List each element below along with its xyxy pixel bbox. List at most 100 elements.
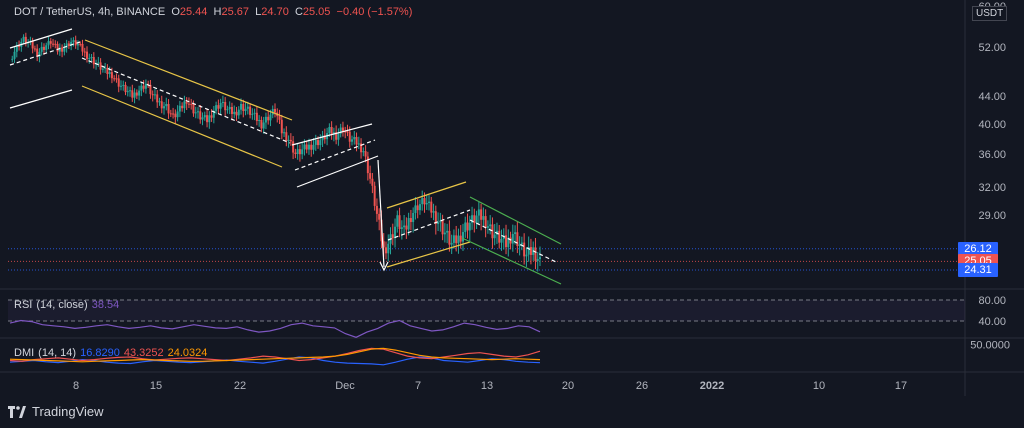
candle-body [364, 151, 367, 157]
high-value: 25.67 [221, 6, 250, 18]
currency-label[interactable]: USDT [972, 6, 1008, 21]
candle-body [314, 140, 317, 145]
price-tick-label: 29.00 [978, 210, 1006, 222]
dmi-tick-label: 50.0000 [970, 339, 1010, 351]
candle-body [138, 90, 141, 96]
candle-body [199, 111, 202, 120]
dmi-label[interactable]: DMI (14, 14) 16.8290 43.3252 24.0324 [14, 347, 211, 359]
yellow-flag-lower[interactable] [386, 241, 471, 268]
candle-body [443, 232, 446, 235]
rsi-value: 38.54 [91, 299, 120, 311]
candle-body [493, 234, 496, 239]
yellow-channel-upper[interactable] [84, 39, 293, 121]
channel-upper-line[interactable] [9, 28, 73, 49]
green-channel-mid[interactable] [469, 219, 559, 264]
candle-body [144, 83, 147, 89]
candle-body [47, 41, 50, 46]
candle-body [58, 47, 61, 52]
brand-name: TradingView [32, 404, 104, 419]
yellow-flag-upper[interactable] [386, 181, 467, 209]
candle-body [90, 57, 93, 59]
candle-body [466, 222, 469, 231]
candle-body [283, 132, 286, 134]
price-badge: 24.31 [958, 263, 998, 277]
candle-body [292, 141, 295, 153]
rsi-label[interactable]: RSI (14, close) 38.54 [14, 299, 123, 311]
candle-body [289, 139, 292, 142]
close-value: 25.05 [302, 6, 331, 18]
candle-body [210, 115, 213, 118]
footer-brand[interactable]: TradingView [8, 404, 104, 419]
rsi-name: RSI [14, 299, 33, 311]
drop-arrow-line[interactable] [377, 159, 385, 268]
candle-body [122, 84, 125, 86]
yellow-flag-mid[interactable] [387, 209, 471, 241]
candle-body [330, 127, 333, 135]
candle-body [169, 113, 172, 115]
candle-body [149, 84, 152, 95]
white-channel-mid[interactable] [294, 139, 376, 171]
candle-body [226, 109, 229, 111]
candle-body [507, 237, 510, 248]
candle-body [437, 222, 440, 224]
candle-body [251, 113, 254, 115]
candle-body [332, 132, 335, 135]
time-tick-label: 10 [813, 380, 825, 392]
candle-body [65, 43, 68, 48]
candle-body [13, 51, 16, 59]
yellow-channel-lower[interactable] [81, 85, 283, 168]
candle-body [516, 232, 519, 247]
candle-body [398, 215, 401, 229]
candle-body [473, 215, 476, 224]
time-tick-label: Dec [335, 380, 355, 392]
price-tick-label: 36.00 [978, 149, 1006, 161]
candle-body [407, 218, 410, 230]
dmi-minus-value: 43.3252 [123, 347, 164, 359]
candle-body [461, 232, 464, 242]
candle-body [264, 116, 267, 123]
green-channel-upper[interactable] [469, 196, 562, 245]
candle-body [375, 205, 378, 214]
candle-body [373, 185, 376, 206]
candle-body [305, 144, 308, 150]
candle-body [346, 131, 349, 133]
candle-body [416, 205, 419, 211]
candle-body [520, 242, 523, 245]
candle-body [246, 106, 249, 109]
high-label: H [213, 6, 222, 18]
rsi-tick-label: 80.00 [978, 295, 1006, 307]
candle-body [457, 235, 460, 244]
candle-body [167, 103, 170, 114]
price-tick-label: 32.00 [978, 182, 1006, 194]
dmi-pane [9, 347, 541, 366]
candle-body [79, 43, 82, 45]
white-channel-upper[interactable] [291, 123, 373, 146]
candle-body [348, 131, 351, 142]
candle-body [369, 173, 372, 179]
channel-mid-line[interactable] [9, 41, 81, 66]
candle-body [135, 92, 138, 96]
candle-body [484, 216, 487, 228]
yellow-channel-mid[interactable] [81, 57, 291, 144]
candle-body [176, 111, 179, 118]
time-tick-label: 7 [415, 380, 421, 392]
time-axis[interactable]: 8 15 22 Dec 7 13 20 26 2022 10 17 [73, 380, 907, 392]
candle-body [278, 116, 281, 120]
candle-body [418, 204, 421, 211]
candle-body [92, 57, 95, 65]
candle-body [274, 108, 276, 113]
candle-body [412, 213, 415, 223]
dmi-adx-value: 24.0324 [167, 347, 208, 359]
candle-body [511, 233, 514, 244]
channel-lower-line[interactable] [9, 89, 73, 109]
white-channel-lower[interactable] [296, 155, 379, 188]
dmi-plus-value: 16.8290 [80, 347, 120, 359]
candle-body [280, 119, 283, 134]
green-channel-lower[interactable] [461, 237, 562, 285]
tradingview-logo-icon [8, 405, 26, 418]
candle-body [351, 139, 354, 142]
open-value: 25.44 [179, 6, 208, 18]
candle-body [31, 41, 34, 49]
price-axis[interactable]: 60.0052.0044.0040.0036.0032.0029.0080.00… [970, 1, 1010, 351]
